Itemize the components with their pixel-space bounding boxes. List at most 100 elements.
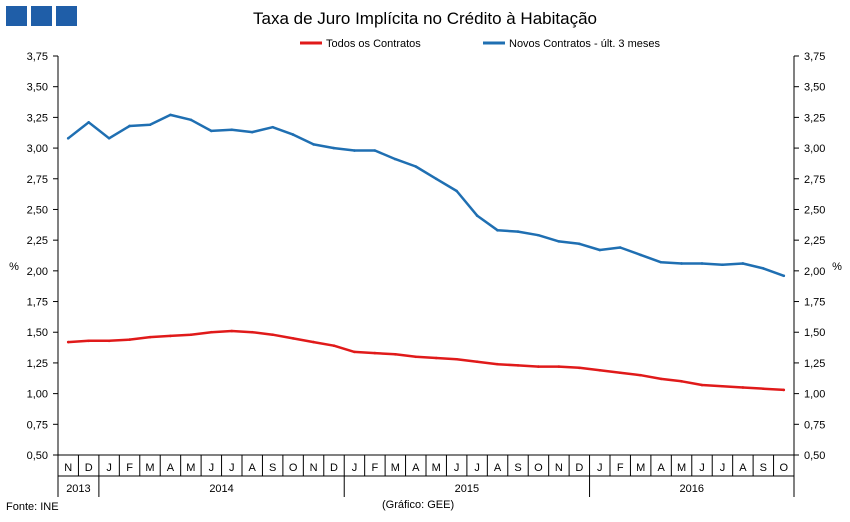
year-label: 2016: [680, 483, 704, 495]
y-tick-label-right: 2,00: [804, 266, 825, 278]
x-tick-label: D: [575, 462, 583, 474]
x-tick-label: M: [145, 462, 154, 474]
data-point-todos: [230, 329, 234, 333]
data-point-todos: [618, 371, 622, 375]
x-tick-label: O: [289, 462, 298, 474]
data-point-todos: [578, 366, 581, 370]
data-point-novos: [680, 262, 683, 265]
y-tick-label-left: 2,50: [27, 204, 48, 216]
x-tick-label: N: [310, 462, 318, 474]
y-tick-label-right: 3,50: [804, 82, 825, 94]
data-point-novos: [66, 136, 70, 140]
data-point-todos: [537, 365, 540, 368]
chart-credit: (Gráfico: GEE): [382, 499, 455, 511]
data-point-novos: [557, 240, 561, 243]
x-tick-label: J: [720, 462, 726, 474]
chart-title: Taxa de Juro Implícita no Crédito à Habi…: [253, 9, 597, 28]
data-point-novos: [618, 246, 622, 249]
x-tick-label: S: [760, 462, 767, 474]
data-point-todos: [414, 355, 418, 359]
data-point-novos: [291, 133, 295, 136]
y-tick-label-right: 0,75: [804, 419, 825, 431]
year-label: 2015: [455, 483, 479, 495]
x-tick-label: N: [64, 462, 72, 474]
data-point-novos: [414, 165, 418, 168]
x-tick-label: S: [514, 462, 521, 474]
y-tick-label-left: 1,50: [27, 327, 48, 339]
y-tick-label-left: 0,50: [27, 450, 48, 462]
y-tick-label-right: 1,75: [804, 297, 825, 309]
x-tick-label: M: [432, 462, 441, 474]
x-tick-label: J: [699, 462, 705, 474]
y-tick-label-right: 3,00: [804, 143, 825, 155]
data-point-todos: [434, 356, 438, 360]
logo-block-1: [6, 6, 27, 26]
x-tick-label: A: [412, 462, 420, 474]
x-tick-label: A: [657, 462, 665, 474]
data-point-todos: [189, 333, 193, 336]
data-point-novos: [148, 123, 152, 127]
data-point-novos: [230, 128, 234, 131]
data-point-todos: [557, 365, 561, 368]
logo-block-3: [56, 6, 77, 26]
y-tick-label-right: 1,25: [804, 358, 825, 370]
y-axis-label-left: %: [9, 261, 19, 273]
data-point-novos: [169, 113, 172, 117]
data-point-todos: [271, 333, 274, 336]
data-point-todos: [394, 353, 397, 356]
x-tick-label: F: [126, 462, 133, 474]
x-tick-label: O: [779, 462, 788, 474]
data-point-novos: [128, 124, 131, 128]
x-tick-label: J: [474, 462, 480, 474]
data-point-novos: [496, 229, 499, 232]
y-tick-label-left: 0,75: [27, 419, 48, 431]
y-axis-label-right: %: [832, 261, 842, 273]
x-tick-label: M: [636, 462, 645, 474]
data-point-novos: [107, 136, 111, 140]
x-tick-label: N: [555, 462, 563, 474]
data-point-novos: [250, 130, 254, 134]
x-tick-label: F: [617, 462, 624, 474]
data-point-novos: [598, 248, 602, 252]
x-tick-label: J: [352, 462, 358, 474]
series-lines: [66, 113, 786, 392]
data-point-todos: [598, 368, 602, 372]
data-point-todos: [373, 351, 377, 355]
data-point-todos: [741, 386, 745, 389]
data-point-todos: [680, 380, 683, 383]
legend: Todos os Contratos Novos Contratos - últ…: [300, 38, 661, 50]
data-point-todos: [312, 340, 315, 344]
data-point-todos: [721, 384, 724, 388]
series-line-todos-contratos: [66, 329, 786, 392]
series-line-novos-contratos: [66, 113, 786, 278]
data-point-novos: [721, 263, 724, 267]
data-point-novos: [537, 233, 540, 237]
data-point-todos: [516, 364, 520, 367]
data-point-novos: [578, 242, 581, 246]
y-tick-label-left: 3,25: [27, 112, 48, 124]
data-point-todos: [107, 339, 111, 343]
year-label: 2014: [209, 483, 233, 495]
data-point-novos: [312, 143, 315, 146]
y-tick-label-left: 2,25: [27, 235, 48, 247]
x-tick-label: O: [534, 462, 543, 474]
x-tick-label: J: [106, 462, 112, 474]
data-point-todos: [66, 340, 70, 344]
data-point-novos: [741, 262, 745, 265]
data-point-todos: [332, 344, 336, 348]
data-point-novos: [516, 230, 520, 233]
x-tick-label: A: [167, 462, 175, 474]
legend-label-novos: Novos Contratos - últ. 3 meses: [509, 38, 661, 50]
y-tick-label-right: 1,50: [804, 327, 825, 339]
y-tick-label-right: 3,25: [804, 112, 825, 124]
x-tick-label: D: [85, 462, 93, 474]
x-tick-label: M: [391, 462, 400, 474]
year-label: 2013: [66, 483, 90, 495]
data-point-novos: [87, 120, 90, 124]
data-point-todos: [455, 357, 458, 361]
y-tick-label-left: 2,00: [27, 266, 48, 278]
data-point-novos: [394, 157, 397, 161]
data-point-todos: [762, 387, 765, 391]
data-point-novos: [762, 267, 765, 270]
